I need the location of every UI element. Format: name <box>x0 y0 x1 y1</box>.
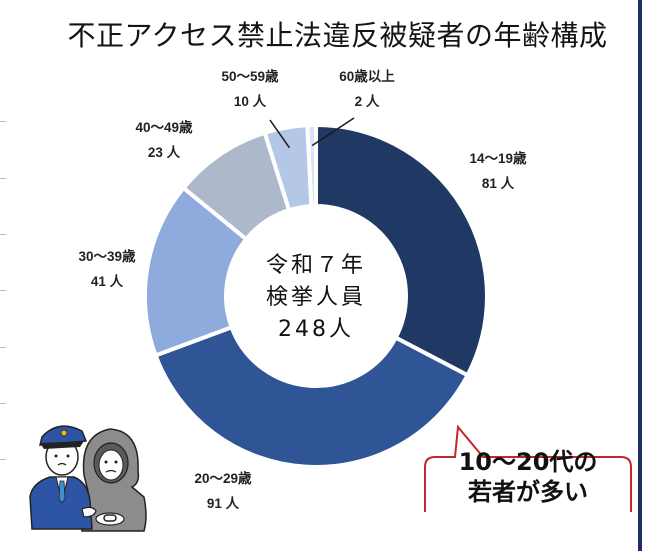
donut-slice-1 <box>153 324 471 469</box>
leader-line <box>311 117 355 147</box>
center-caption: 検挙人員 <box>265 285 366 310</box>
center-total: 248人 <box>278 317 354 342</box>
donut-slice-0 <box>314 122 489 378</box>
donut-slice-2 <box>143 185 250 358</box>
label-age: 20～29歳 <box>194 471 252 486</box>
label-20-29: 20～29歳 91 人 <box>178 472 268 510</box>
chart-title: 不正アクセス禁止法違反被疑者の年齢構成 <box>67 19 608 52</box>
callout-bubble <box>424 424 632 512</box>
label-age: 30～39歳 <box>78 249 136 264</box>
callout-line-1: 10～20代の <box>458 448 598 476</box>
callout-line-2: 若者が多い <box>468 478 588 506</box>
leader-line <box>269 119 291 149</box>
label-age: 60歳以上 <box>339 69 395 84</box>
label-30-39: 30～39歳 41 人 <box>62 250 152 288</box>
label-count: 91 人 <box>206 495 240 511</box>
label-60-plus: 60歳以上 2 人 <box>322 70 412 108</box>
callout-text: 10～20代の 若者が多い <box>421 447 635 507</box>
label-50-59: 50～59歳 10 人 <box>205 70 295 108</box>
label-age: 50～59歳 <box>221 69 279 84</box>
frame-right-border <box>638 0 642 551</box>
police-arrest-illustration <box>29 425 147 532</box>
label-age: 14～19歳 <box>469 151 527 166</box>
police-officer-icon <box>29 425 97 530</box>
left-edge-ticks <box>0 0 8 551</box>
label-14-19: 14～19歳 81 人 <box>453 152 543 190</box>
label-40-49: 40～49歳 23 人 <box>119 121 209 159</box>
donut-center-label: 令和７年 検挙人員 248人 <box>236 250 396 346</box>
suspect-figure-icon <box>80 428 147 532</box>
center-year: 令和７年 <box>265 253 366 278</box>
label-count: 41 人 <box>90 273 124 289</box>
label-age: 40～49歳 <box>135 120 193 135</box>
label-count: 81 人 <box>481 175 515 191</box>
label-count: 23 人 <box>147 144 181 160</box>
label-count: 10 人 <box>233 93 267 109</box>
label-count: 2 人 <box>354 93 380 109</box>
